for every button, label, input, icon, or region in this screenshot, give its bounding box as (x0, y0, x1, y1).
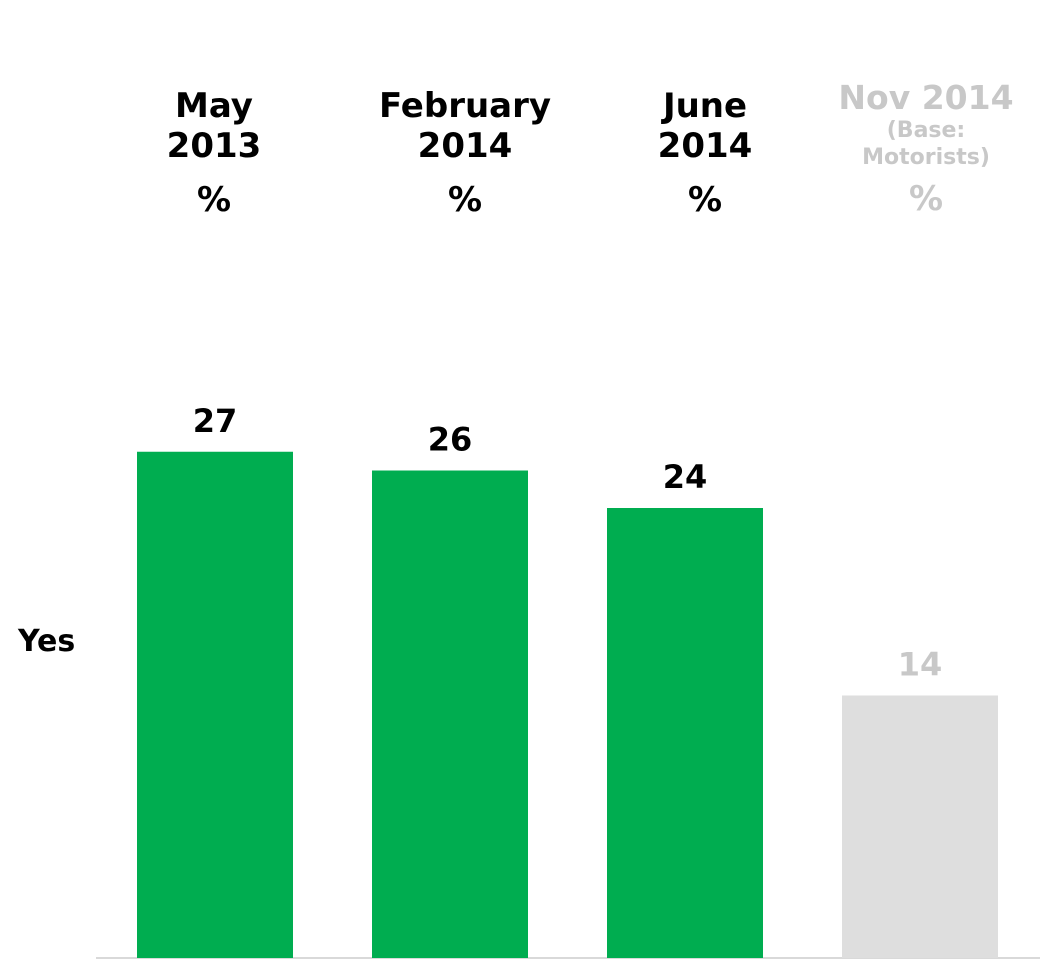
column-header-base-note: (Base: (886, 118, 966, 143)
column-header-unit: % (447, 180, 483, 220)
bar-4 (842, 695, 998, 958)
column-header-line: May (175, 86, 253, 126)
data-label-4: 14 (898, 646, 943, 684)
column-header-line: 2014 (417, 126, 513, 166)
data-label-2: 26 (428, 421, 473, 459)
row-label-yes: Yes (18, 624, 76, 659)
column-header-june-2014: June 2014 % (585, 86, 825, 220)
column-header-line: Nov 2014 (838, 78, 1014, 117)
bar-1 (137, 451, 293, 958)
column-header-base-note: Motorists) (862, 145, 990, 170)
bar-2 (372, 470, 528, 958)
column-header-unit: % (196, 180, 232, 220)
column-header-nov-2014: Nov 2014 (Base: Motorists) % (806, 78, 1046, 220)
column-header-line: 2014 (657, 126, 753, 166)
column-header-unit: % (908, 179, 944, 219)
bar-3 (607, 508, 763, 958)
column-header-line: June (662, 86, 748, 126)
column-header-unit: % (687, 180, 723, 220)
column-header-feb-2014: February 2014 % (345, 86, 585, 220)
column-header-may-2013: May 2013 % (94, 86, 334, 220)
data-label-3: 24 (663, 458, 708, 496)
column-header-line: February (378, 86, 552, 126)
data-label-1: 27 (193, 402, 238, 440)
column-header-line: 2013 (166, 126, 262, 166)
